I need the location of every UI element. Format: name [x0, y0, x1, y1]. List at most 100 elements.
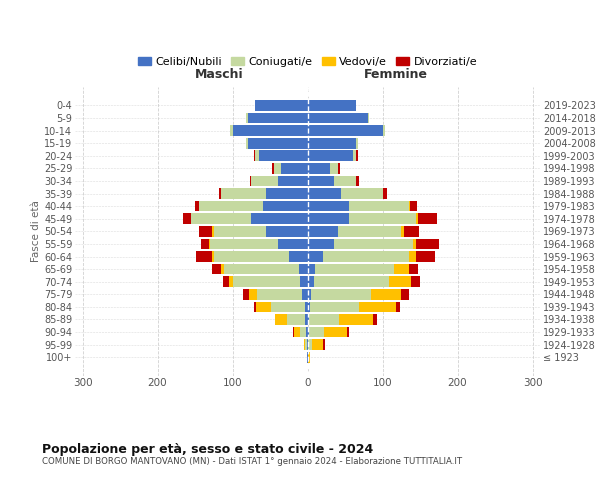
Legend: Celibi/Nubili, Coniugati/e, Vedovi/e, Divorziati/e: Celibi/Nubili, Coniugati/e, Vedovi/e, Di…	[133, 52, 482, 71]
Bar	[339, 314, 373, 325]
Bar	[183, 214, 191, 224]
Bar	[309, 326, 324, 338]
Bar	[315, 264, 394, 274]
Bar	[334, 238, 413, 250]
Bar	[221, 264, 223, 274]
Bar	[256, 302, 271, 312]
Bar	[389, 276, 411, 287]
Bar	[373, 314, 377, 325]
Bar	[308, 352, 310, 362]
Bar	[409, 201, 417, 211]
Bar	[300, 276, 308, 287]
Bar	[233, 126, 308, 136]
Bar	[305, 340, 307, 350]
Bar	[195, 201, 199, 211]
Bar	[396, 302, 400, 312]
Bar	[308, 264, 315, 274]
Bar	[308, 251, 323, 262]
Bar	[308, 138, 356, 148]
Bar	[324, 326, 347, 338]
Bar	[401, 226, 404, 236]
Text: Maschi: Maschi	[195, 68, 244, 81]
Bar	[308, 340, 312, 350]
Bar	[409, 251, 416, 262]
Bar	[308, 126, 383, 136]
Bar	[330, 163, 337, 173]
Bar	[196, 251, 212, 262]
Bar	[257, 289, 302, 300]
Bar	[416, 214, 418, 224]
Bar	[308, 150, 353, 161]
Bar	[212, 251, 214, 262]
Bar	[209, 238, 210, 250]
Bar	[306, 326, 308, 338]
Bar	[289, 251, 308, 262]
Bar	[337, 226, 401, 236]
Bar	[274, 163, 281, 173]
Bar	[411, 276, 420, 287]
Bar	[266, 188, 308, 199]
Bar	[263, 201, 308, 211]
Y-axis label: Fasce di età: Fasce di età	[31, 200, 41, 262]
Bar	[246, 138, 248, 148]
Bar	[404, 226, 419, 236]
Bar	[356, 150, 358, 161]
Bar	[308, 314, 309, 325]
Bar	[409, 264, 418, 274]
Bar	[251, 214, 308, 224]
Bar	[308, 176, 334, 186]
Bar	[308, 214, 349, 224]
Bar	[367, 112, 369, 124]
Bar	[254, 150, 255, 161]
Bar	[337, 163, 340, 173]
Bar	[246, 112, 248, 124]
Bar	[229, 276, 233, 287]
Bar	[308, 100, 356, 111]
Bar	[214, 226, 266, 236]
Bar	[305, 302, 308, 312]
Bar	[347, 326, 349, 338]
Text: Femmine: Femmine	[364, 68, 428, 81]
Bar	[416, 251, 435, 262]
Bar	[230, 126, 233, 136]
Bar	[305, 314, 308, 325]
Text: Popolazione per età, sesso e stato civile - 2024: Popolazione per età, sesso e stato civil…	[42, 442, 373, 456]
Bar	[401, 289, 409, 300]
Bar	[259, 150, 308, 161]
Bar	[294, 326, 300, 338]
Bar	[383, 126, 385, 136]
Bar	[418, 214, 437, 224]
Bar	[371, 289, 401, 300]
Bar	[323, 340, 325, 350]
Bar	[249, 289, 257, 300]
Bar	[250, 176, 251, 186]
Bar	[394, 264, 409, 274]
Bar	[308, 163, 330, 173]
Bar	[307, 340, 308, 350]
Bar	[251, 176, 277, 186]
Bar	[212, 264, 221, 274]
Bar	[308, 188, 341, 199]
Bar	[308, 112, 367, 124]
Bar	[248, 138, 308, 148]
Bar	[243, 289, 249, 300]
Bar	[383, 188, 387, 199]
Bar	[221, 188, 266, 199]
Bar	[308, 326, 309, 338]
Bar	[341, 188, 383, 199]
Bar	[304, 340, 305, 350]
Bar	[302, 289, 308, 300]
Bar	[255, 150, 259, 161]
Bar	[334, 176, 356, 186]
Bar	[309, 314, 339, 325]
Bar	[233, 276, 300, 287]
Bar	[219, 188, 221, 199]
Bar	[312, 340, 323, 350]
Bar	[266, 226, 308, 236]
Bar	[248, 112, 308, 124]
Bar	[308, 289, 311, 300]
Bar	[272, 163, 274, 173]
Bar	[349, 201, 409, 211]
Bar	[201, 238, 209, 250]
Bar	[308, 201, 349, 211]
